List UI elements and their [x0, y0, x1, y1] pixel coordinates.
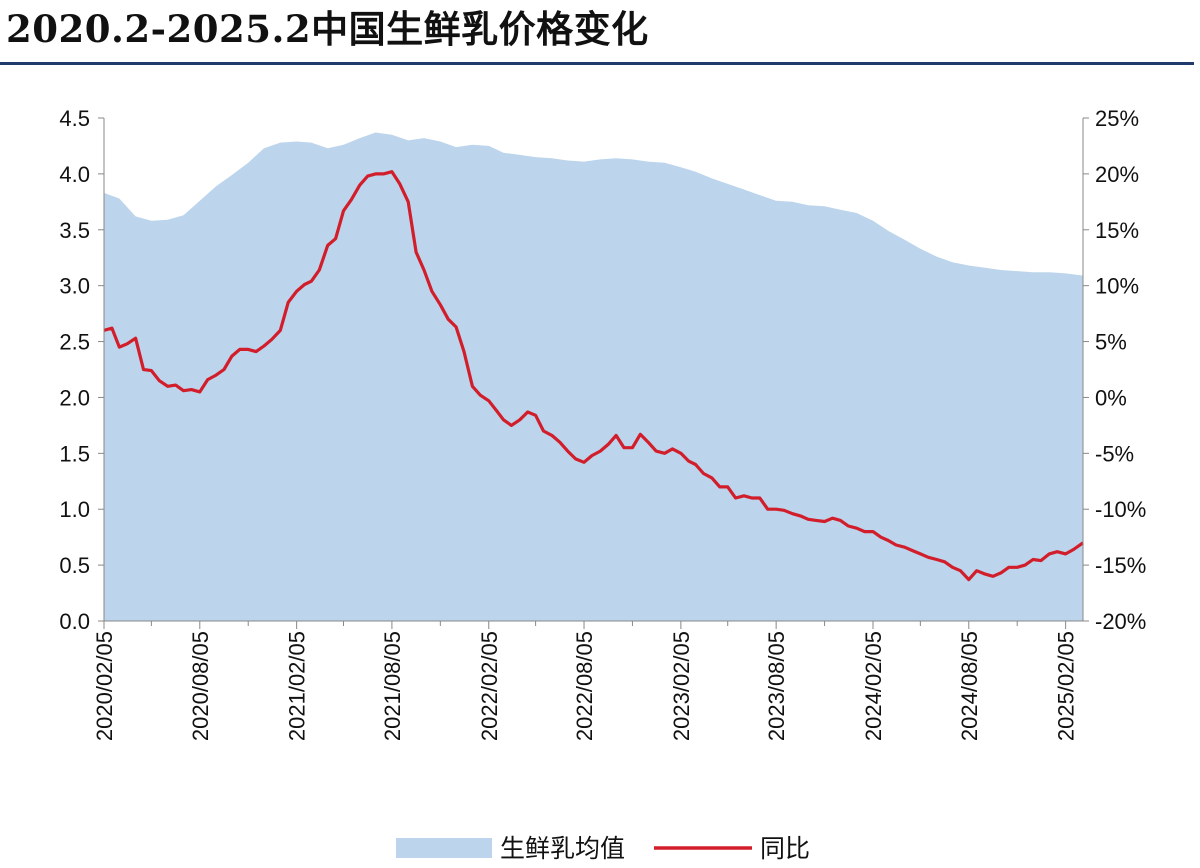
legend-area-label: 生鲜乳均值 [500, 834, 625, 863]
area-series-milk-price [104, 133, 1083, 622]
y-left-tick-label: 1.0 [59, 497, 90, 522]
y-right-tick-label: 15% [1095, 218, 1139, 243]
y-left-tick-label: 3.5 [59, 218, 90, 243]
x-tick-label: 2020/02/05 [92, 631, 117, 741]
x-tick-label: 2021/08/05 [380, 631, 405, 741]
y-left-tick-label: 4.5 [59, 106, 90, 131]
legend-line-label: 同比 [760, 834, 810, 863]
y-left-tick-label: 2.5 [59, 330, 90, 355]
x-tick-label: 2022/08/05 [572, 631, 597, 741]
x-tick-label: 2021/02/05 [285, 631, 310, 741]
y-right-tick-label: -20% [1095, 609, 1146, 634]
y-right-tick-label: -15% [1095, 553, 1146, 578]
y-right-tick-label: -10% [1095, 497, 1146, 522]
x-tick-label: 2020/08/05 [188, 631, 213, 741]
y-left-tick-label: 0.5 [59, 553, 90, 578]
x-tick-label: 2022/02/05 [477, 631, 502, 741]
y-right-tick-label: 20% [1095, 162, 1139, 187]
y-right-tick-label: 10% [1095, 274, 1139, 299]
x-tick-label: 2024/02/05 [861, 631, 886, 741]
y-left-tick-label: 2.0 [59, 385, 90, 410]
y-right-tick-label: 25% [1095, 106, 1139, 131]
y-left-tick-label: 4.0 [59, 162, 90, 187]
legend-area-swatch [396, 838, 492, 858]
y-left-tick-label: 0.0 [59, 609, 90, 634]
x-tick-label: 2024/08/05 [957, 631, 982, 741]
y-left-tick-label: 3.0 [59, 274, 90, 299]
x-tick-label: 2023/02/05 [669, 631, 694, 741]
y-right-tick-label: 5% [1095, 330, 1127, 355]
y-left-tick-label: 1.5 [59, 441, 90, 466]
x-tick-label: 2023/08/05 [764, 631, 789, 741]
y-right-tick-label: -5% [1095, 441, 1134, 466]
y-right-tick-label: 0% [1095, 385, 1127, 410]
x-tick-label: 2025/02/05 [1054, 631, 1079, 741]
